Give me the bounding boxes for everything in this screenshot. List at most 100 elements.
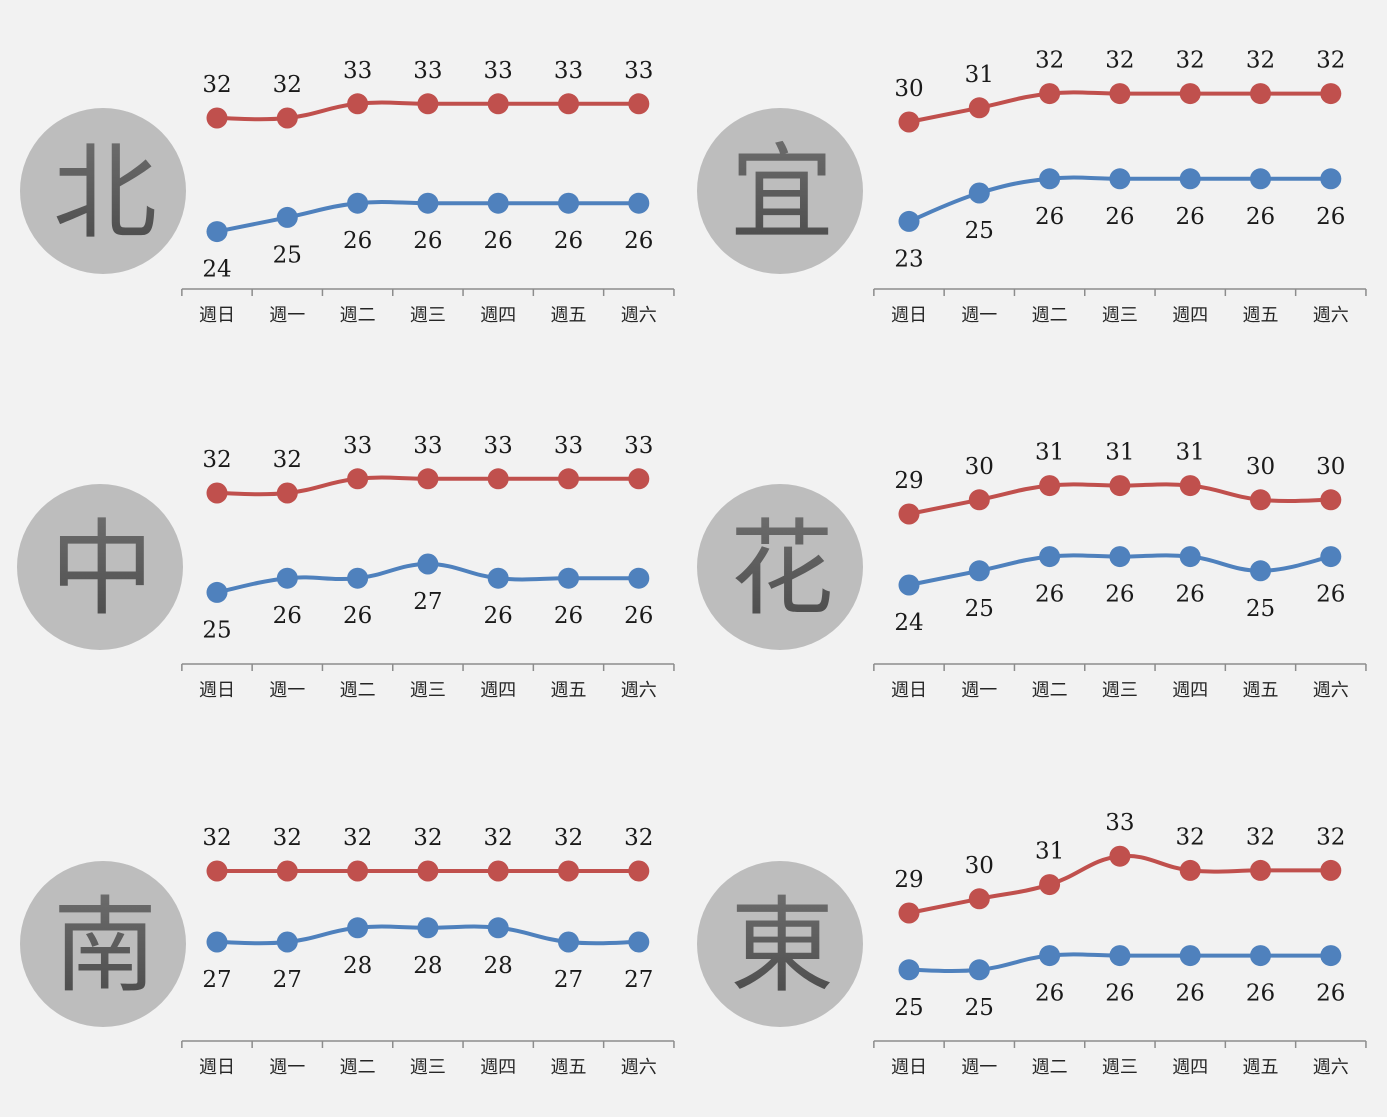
data-label-high: 30 — [965, 853, 994, 879]
data-point-high — [558, 860, 579, 882]
x-tick-label: 週二 — [340, 680, 376, 701]
data-point-low — [558, 192, 579, 214]
chart-panel-5: 南週日 週一 週二 週三 週四 週五 週六 32 32 32 32 32 32 32 27 27 28 28 28 2… — [20, 825, 675, 1078]
x-tick-label: 週日 — [891, 305, 927, 326]
data-point-high — [276, 107, 298, 129]
data-label-high: 33 — [624, 58, 653, 84]
x-tick-label: 週日 — [199, 680, 235, 701]
data-point-low — [898, 574, 920, 596]
data-point-high — [968, 97, 990, 119]
data-label-high: 33 — [484, 58, 513, 84]
data-point-high — [1109, 845, 1131, 867]
x-tick-label: 週日 — [199, 305, 235, 326]
x-tick-label: 週四 — [480, 305, 516, 326]
data-label-low: 25 — [894, 995, 923, 1021]
region-badge — [20, 861, 186, 1027]
x-tick-label: 週一 — [961, 305, 997, 326]
data-point-low — [487, 192, 509, 214]
x-tick-label: 週四 — [1172, 305, 1208, 326]
data-label-low: 28 — [343, 953, 372, 979]
data-point-high — [1250, 859, 1271, 881]
data-label-low: 26 — [1035, 981, 1064, 1007]
x-tick-label: 週五 — [1243, 305, 1279, 326]
data-point-low — [1250, 168, 1271, 190]
data-label-low: 25 — [202, 617, 231, 643]
data-label-low: 26 — [1105, 981, 1134, 1007]
data-label-high: 32 — [624, 825, 653, 851]
x-tick-label: 週六 — [1313, 305, 1349, 326]
data-point-low — [628, 931, 650, 953]
data-label-low: 27 — [624, 967, 653, 993]
data-label-high: 29 — [894, 867, 923, 893]
data-point-low — [898, 210, 920, 232]
data-label-high: 30 — [1316, 454, 1345, 480]
data-point-high — [898, 111, 920, 133]
data-point-low — [1109, 945, 1131, 967]
data-point-low — [1039, 546, 1061, 568]
data-point-low — [1250, 560, 1271, 582]
data-label-low: 26 — [343, 228, 372, 254]
data-label-low: 26 — [624, 603, 653, 629]
data-label-high: 33 — [554, 433, 583, 459]
data-point-high — [558, 93, 579, 115]
data-label-high: 32 — [1176, 824, 1205, 850]
data-point-low — [347, 917, 369, 939]
x-tick-label: 週一 — [961, 680, 997, 701]
data-label-low: 26 — [1105, 204, 1134, 230]
x-tick-label: 週四 — [1172, 1057, 1208, 1078]
data-point-high — [1320, 489, 1342, 511]
region-badge — [697, 108, 863, 274]
data-label-low: 26 — [1105, 582, 1134, 608]
x-tick-label: 週日 — [891, 680, 927, 701]
region-badge — [17, 484, 183, 650]
data-point-low — [1179, 546, 1201, 568]
data-point-high — [1320, 859, 1342, 881]
x-tick-label: 週日 — [199, 1057, 235, 1078]
region-label: 南 — [53, 885, 157, 1007]
data-point-high — [1179, 83, 1201, 105]
data-label-high: 32 — [554, 825, 583, 851]
data-point-high — [968, 888, 990, 910]
x-tick-label: 週四 — [480, 680, 516, 701]
x-tick-label: 週二 — [1032, 305, 1068, 326]
data-label-high: 32 — [343, 825, 372, 851]
x-tick-label: 週四 — [480, 1057, 516, 1078]
data-point-low — [628, 192, 650, 214]
data-label-high: 32 — [1035, 48, 1064, 74]
data-point-high — [347, 860, 369, 882]
data-point-low — [1109, 168, 1131, 190]
data-point-low — [206, 221, 228, 243]
data-point-high — [276, 860, 298, 882]
data-label-low: 26 — [1035, 204, 1064, 230]
data-label-high: 33 — [1105, 810, 1134, 836]
x-tick-label: 週二 — [340, 305, 376, 326]
data-point-high — [347, 93, 369, 115]
data-label-high: 32 — [273, 72, 302, 98]
data-label-low: 25 — [273, 242, 302, 268]
x-tick-label: 週五 — [551, 1057, 587, 1078]
data-point-high — [1109, 83, 1131, 105]
x-tick-label: 週二 — [1032, 1057, 1068, 1078]
x-tick-label: 週一 — [269, 305, 305, 326]
x-tick-label: 週五 — [551, 305, 587, 326]
data-label-low: 27 — [202, 967, 231, 993]
data-label-high: 32 — [202, 447, 231, 473]
data-label-high: 33 — [343, 58, 372, 84]
data-label-high: 29 — [894, 468, 923, 494]
data-label-high: 33 — [624, 433, 653, 459]
data-point-high — [1179, 859, 1201, 881]
data-label-low: 26 — [1176, 981, 1205, 1007]
x-tick-label: 週六 — [621, 305, 657, 326]
x-tick-label: 週四 — [1172, 680, 1208, 701]
data-label-low: 26 — [1176, 204, 1205, 230]
data-point-high — [1039, 475, 1061, 497]
data-point-low — [1179, 945, 1201, 967]
data-label-low: 25 — [965, 218, 994, 244]
data-point-low — [558, 567, 579, 589]
data-point-high — [206, 482, 228, 504]
x-tick-label: 週三 — [410, 680, 446, 701]
data-point-low — [487, 917, 509, 939]
data-point-low — [276, 931, 298, 953]
data-point-low — [417, 917, 439, 939]
data-point-low — [968, 560, 990, 582]
